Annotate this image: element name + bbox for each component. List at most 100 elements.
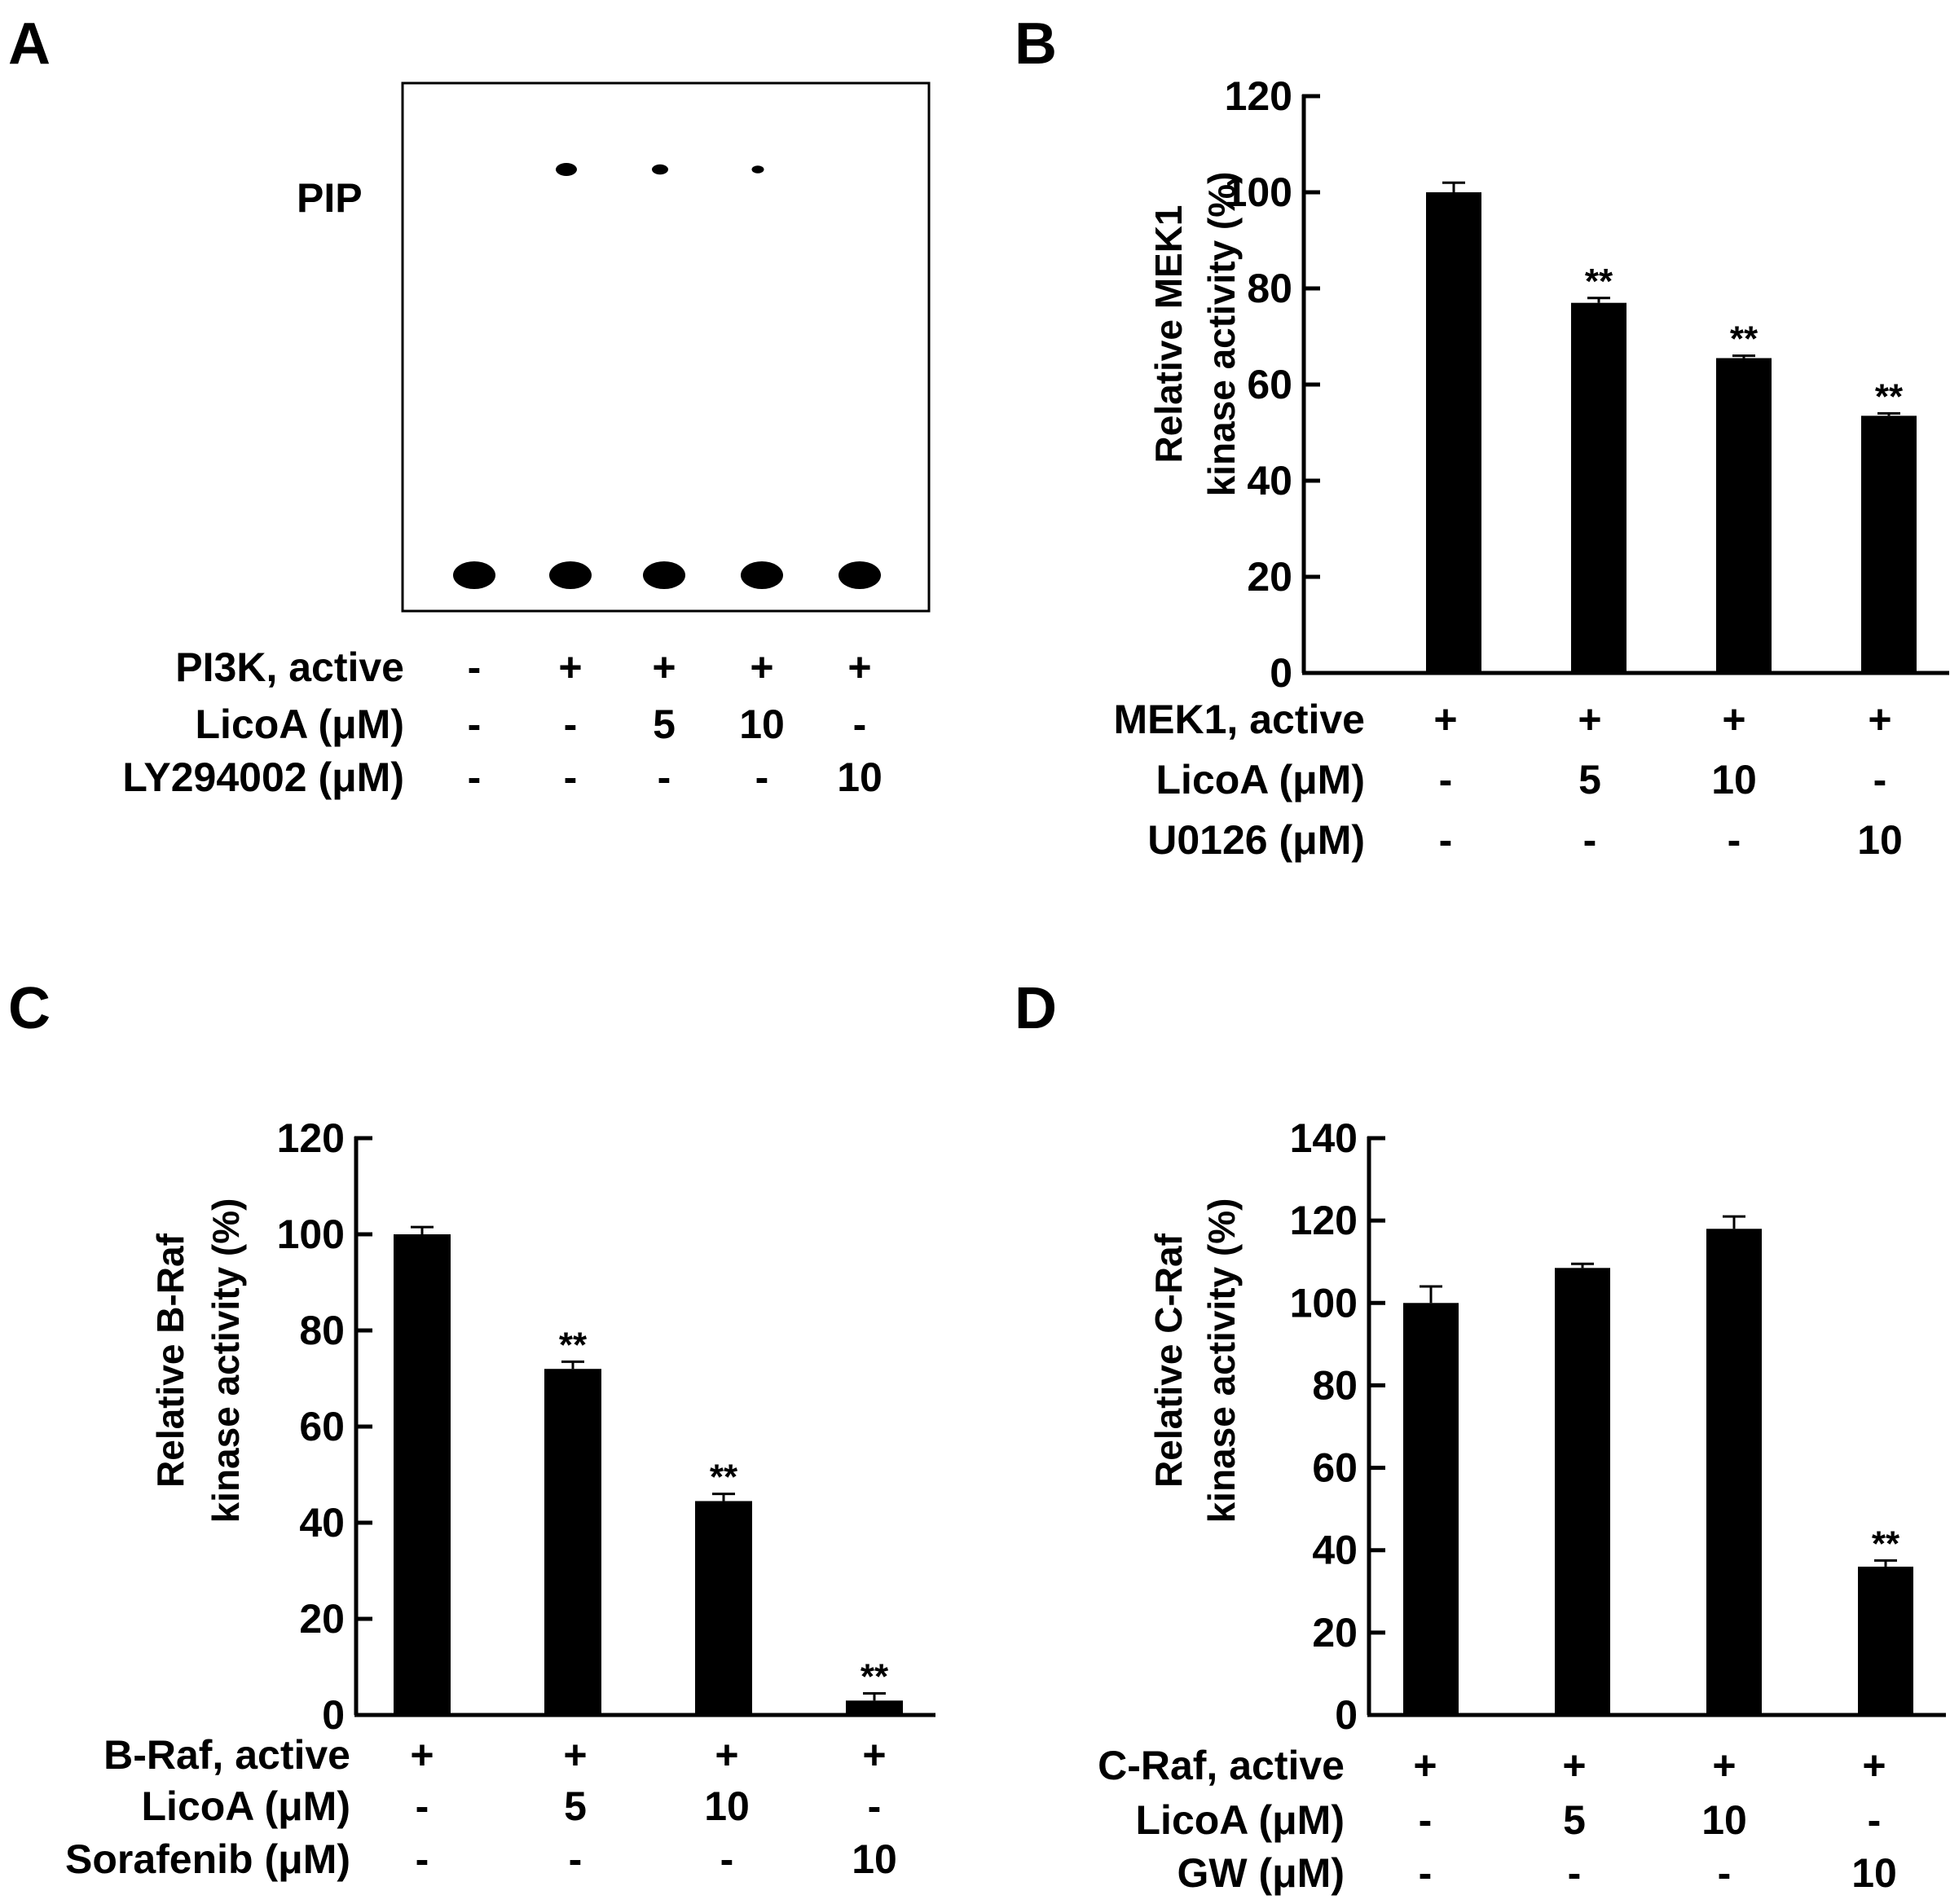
condition-cell: 10 [1851, 1850, 1897, 1896]
y-axis-label: kinase activity (%) [205, 1198, 247, 1524]
panel-a-condition-cell: + [750, 644, 773, 690]
condition-cell: 10 [704, 1783, 750, 1829]
panel-a: A PIP PI3K, active LicoA (μM) LY294002 (μM… [8, 11, 931, 800]
condition-cell: - [1439, 817, 1453, 863]
bar [1716, 358, 1772, 673]
condition-cell: 5 [564, 1783, 587, 1829]
y-tick-label: 60 [299, 1404, 345, 1449]
panel-a-condition-cell: - [853, 701, 867, 747]
condition-row-label: C-Raf, active [1098, 1743, 1345, 1788]
substrate-spot [549, 561, 592, 589]
bar [1426, 192, 1481, 673]
panel-a-condition-cell: + [652, 644, 676, 690]
condition-cell: + [1868, 697, 1891, 742]
condition-cell: - [1868, 1797, 1882, 1843]
significance-label: ** [1585, 262, 1613, 301]
condition-cell: 5 [1578, 757, 1601, 802]
panel-a-condition-cell: - [468, 754, 482, 800]
substrate-spot [741, 561, 783, 589]
y-tick-label: 0 [1270, 650, 1292, 696]
panel-d: D 0 20 40 60 80 100 120 140 Relative C-Raf kinase… [1015, 976, 1946, 1896]
y-axis-label: Relative C-Raf [1147, 1233, 1190, 1488]
significance-label: ** [559, 1325, 588, 1365]
panel-a-condition-cell: - [564, 754, 578, 800]
condition-cell: + [1578, 697, 1601, 742]
condition-cell: + [862, 1732, 886, 1778]
tlc-plate [401, 81, 931, 613]
condition-cell: + [1712, 1743, 1736, 1788]
condition-cell: - [1728, 817, 1741, 863]
condition-cell: - [1873, 757, 1887, 802]
substrate-spot [453, 561, 495, 589]
y-axis-label: Relative MEK1 [1147, 204, 1190, 463]
y-tick-label: 100 [1225, 169, 1292, 215]
y-tick-label: 0 [322, 1692, 345, 1738]
y-tick-label: 140 [1290, 1115, 1358, 1161]
bar [544, 1369, 601, 1715]
condition-cell: + [1413, 1743, 1437, 1788]
bar [1858, 1566, 1913, 1715]
condition-row-label: Sorafenib (μM) [65, 1836, 350, 1882]
condition-cell: + [715, 1732, 738, 1778]
pip-spot [751, 165, 764, 174]
y-axis-label: kinase activity (%) [1200, 1198, 1243, 1524]
y-tick-label: 120 [1290, 1198, 1358, 1243]
condition-cell: + [1562, 1743, 1586, 1788]
y-tick-label: 80 [1247, 266, 1292, 311]
condition-cell: 5 [1563, 1797, 1586, 1843]
panel-a-condition-cell: - [468, 701, 482, 747]
condition-cell: - [1439, 757, 1453, 802]
bar [1555, 1268, 1610, 1715]
condition-cell: 10 [1857, 817, 1903, 863]
significance-label: ** [710, 1458, 738, 1497]
panel-a-condition-cell: - [564, 701, 578, 747]
panel-a-condition-cell: - [755, 754, 769, 800]
condition-cell: - [1419, 1850, 1433, 1896]
panel-a-condition-cell: - [468, 644, 482, 690]
y-tick-label: 40 [299, 1500, 345, 1546]
condition-cell: 10 [852, 1836, 897, 1882]
panel-a-letter: A [8, 11, 51, 77]
significance-label: ** [1730, 319, 1759, 359]
condition-cell: - [868, 1783, 882, 1829]
bar [846, 1700, 903, 1715]
y-tick-label: 0 [1335, 1692, 1358, 1738]
condition-cell: + [1722, 697, 1745, 742]
panel-a-row-label: LicoA (μM) [196, 701, 404, 747]
condition-cell: - [1583, 817, 1597, 863]
y-axis-label: Relative B-Raf [149, 1233, 191, 1488]
y-tick-label: 100 [1290, 1280, 1358, 1326]
panel-a-row-label: LY294002 (μM) [122, 754, 404, 800]
pip-label: PIP [297, 175, 363, 221]
condition-cell: - [1718, 1850, 1732, 1896]
condition-cell: + [1433, 697, 1457, 742]
condition-row-label: GW (μM) [1177, 1850, 1345, 1896]
condition-cell: + [563, 1732, 587, 1778]
y-tick-label: 20 [1247, 554, 1292, 600]
condition-row-label: LicoA (μM) [1136, 1797, 1345, 1843]
panel-b-letter: B [1015, 11, 1057, 77]
condition-cell: - [416, 1783, 429, 1829]
y-tick-label: 40 [1312, 1528, 1358, 1573]
pip-spot [652, 164, 668, 175]
condition-cell: - [569, 1836, 583, 1882]
panel-a-condition-cell: + [847, 644, 871, 690]
condition-row-label: U0126 (μM) [1147, 817, 1365, 863]
condition-row-label: LicoA (μM) [1156, 757, 1365, 802]
condition-cell: - [1419, 1797, 1433, 1843]
panel-a-condition-cell: + [558, 644, 582, 690]
bar [1571, 302, 1626, 673]
panel-a-row-label: PI3K, active [175, 644, 404, 690]
panel-d-letter: D [1015, 976, 1057, 1041]
panel-c: C 0 20 40 60 80 100 120 Relative B-Raf kinase ac… [8, 976, 935, 1882]
condition-cell: - [1568, 1850, 1582, 1896]
tlc-spots [453, 163, 881, 589]
significance-label: ** [861, 1656, 889, 1696]
condition-cell: - [416, 1836, 429, 1882]
y-axis-label: kinase activity (%) [1200, 172, 1243, 497]
y-tick-label: 80 [299, 1308, 345, 1353]
panel-c-letter: C [8, 976, 51, 1041]
panel-a-condition-cell: 10 [739, 701, 785, 747]
